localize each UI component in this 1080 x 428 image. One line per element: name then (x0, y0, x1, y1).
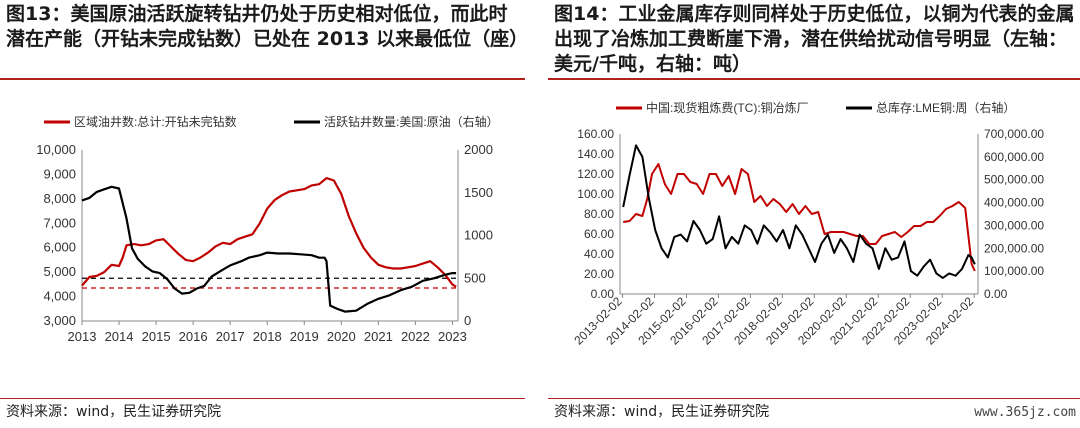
left-chart-title: 图13：美国原油活跃旋转钻井仍处于历史相对低位，而此时潜在产能（开钻未完成钻数）… (6, 3, 529, 50)
left-series-line-1 (81, 176, 457, 288)
right-y-left-tick-label: 0.00 (591, 287, 615, 301)
right-legend-label-1: 中国:现货粗炼费(TC):铜冶炼厂 (646, 100, 809, 115)
left-y-left-tick-label: 4,000 (43, 289, 76, 304)
left-y-right-tick-label: 1500 (464, 185, 493, 200)
right-chart-panel: 图14：工业金属库存则同样处于历史低位，以铜为代表的金属出现了冶炼加工费断崖下滑… (548, 0, 1080, 428)
left-x-tick-label: 2016 (179, 329, 208, 344)
left-x-tick-label: 2022 (401, 329, 430, 344)
left-x-tick-label: 2023 (438, 329, 467, 344)
left-y-right-tick-label: 2000 (464, 142, 493, 157)
right-y-left-tick-label: 60.00 (584, 227, 614, 241)
left-x-tick-label: 2017 (216, 329, 245, 344)
right-legend-label-2: 总库存:LME铜:周（右轴） (876, 100, 1015, 115)
left-y-left-tick-label: 5,000 (43, 264, 76, 279)
left-y-left-tick-label: 8,000 (43, 191, 76, 206)
left-x-tick-label: 2018 (253, 329, 282, 344)
left-x-tick-label: 2021 (364, 329, 393, 344)
left-chart-svg: 3,000 4,000 5,000 6,000 7,000 8,000 9,000 10,00… (36, 114, 499, 344)
right-y-right-tick-label: 500,000.00 (984, 173, 1044, 187)
left-x-tick-label: 2020 (327, 329, 356, 344)
right-title-rule (548, 78, 1080, 80)
right-y-left-tick-label: 160.00 (577, 127, 614, 141)
right-y-right-tick-label: 400,000.00 (984, 196, 1044, 210)
right-y-right-tick-label: 100,000.00 (984, 264, 1044, 278)
left-y-left-tick-label: 9,000 (43, 166, 76, 181)
watermark: www.365jz.com (974, 405, 1076, 420)
right-series-line-1 (623, 163, 976, 272)
left-x-tick-label: 2013 (68, 329, 97, 344)
right-chart-svg: 0.00 20.00 40.00 60.00 80.00 100.00 120.00 140.… (571, 100, 1044, 348)
right-y-right-tick-label: 700,000.00 (984, 127, 1044, 141)
left-y-left-tick-label: 10,000 (36, 142, 76, 157)
left-x-tick-label: 2015 (142, 329, 171, 344)
left-y-right-tick-label: 0 (464, 313, 471, 328)
left-legend-label-1: 区域油井数:总计:开钻未完钻数 (74, 114, 237, 129)
left-chart-panel: 图13：美国原油活跃旋转钻井仍处于历史相对低位，而此时潜在产能（开钻未完成钻数）… (0, 0, 529, 428)
right-y-left-tick-label: 120.00 (577, 167, 614, 181)
right-y-right-tick-label: 0.00 (984, 287, 1008, 301)
right-y-left-tick-label: 40.00 (584, 247, 614, 261)
left-source-note: 资料来源：wind，民生证券研究院 (6, 404, 222, 420)
right-y-right-tick-label: 200,000.00 (984, 241, 1044, 255)
right-chart-title: 图14：工业金属库存则同样处于历史低位，以铜为代表的金属出现了冶炼加工费断崖下滑… (554, 3, 1075, 75)
left-y-left-tick-label: 7,000 (43, 215, 76, 230)
left-x-tick-label: 2019 (290, 329, 319, 344)
left-y-right-tick-label: 500 (464, 270, 486, 285)
left-series-line-2 (81, 185, 457, 313)
right-y-left-tick-label: 20.00 (584, 267, 614, 281)
right-series-line-2 (622, 144, 976, 279)
left-y-left-tick-label: 6,000 (43, 240, 76, 255)
left-x-tick-label: 2014 (105, 329, 134, 344)
right-source-rule (548, 398, 1080, 399)
left-y-right-tick-label: 1000 (464, 228, 493, 243)
left-y-left-tick-label: 3,000 (43, 313, 76, 328)
right-source-note: 资料来源：wind，民生证券研究院 (554, 404, 770, 420)
right-y-left-tick-label: 80.00 (584, 207, 614, 221)
right-y-right-tick-label: 600,000.00 (984, 150, 1044, 164)
right-y-left-tick-label: 100.00 (577, 187, 614, 201)
left-source-rule (0, 398, 525, 399)
right-y-left-tick-label: 140.00 (577, 147, 614, 161)
left-legend-label-2: 活跃钻井数量:美国:原油（右轴） (324, 114, 499, 129)
left-title-rule (0, 78, 525, 80)
right-y-right-tick-label: 300,000.00 (984, 218, 1044, 232)
